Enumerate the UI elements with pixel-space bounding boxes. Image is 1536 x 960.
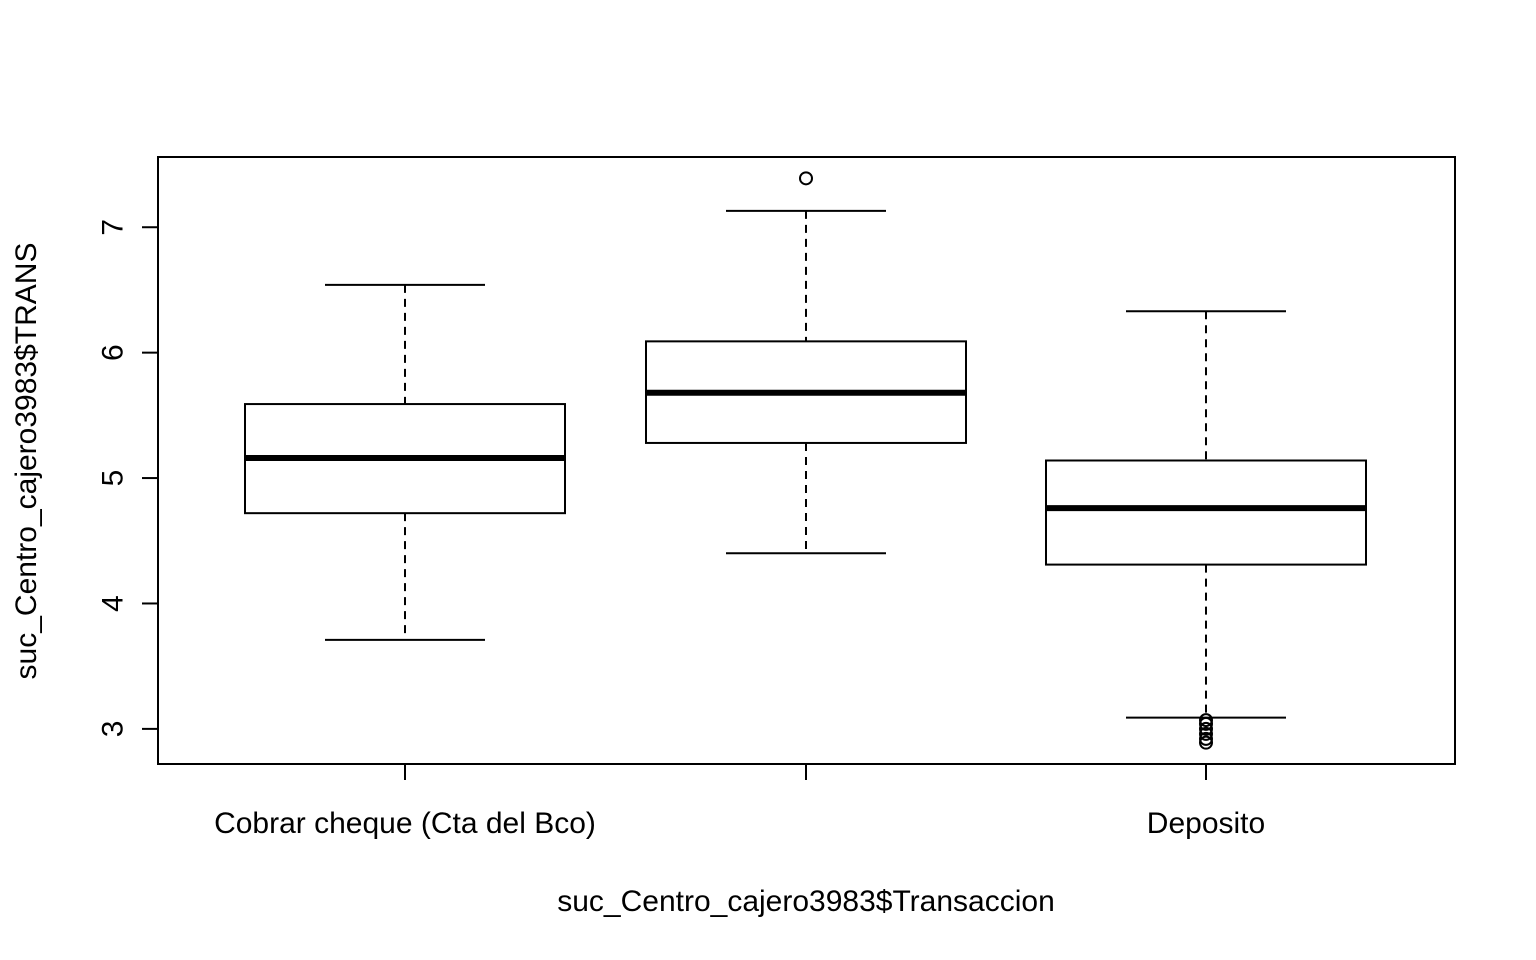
y-tick-label-2: 5 xyxy=(97,470,130,487)
box-group-0 xyxy=(244,283,566,641)
box-2 xyxy=(1045,459,1367,566)
outlier-2-4 xyxy=(1199,731,1213,746)
y-tick-label-4: 7 xyxy=(97,219,130,236)
x-tick-label-0: Cobrar cheque (Cta del Bco) xyxy=(214,807,596,840)
y-axis-title: suc_Centro_cajero3983$TRANS xyxy=(10,243,43,680)
box-group-2 xyxy=(1045,310,1367,750)
outlier-2-2 xyxy=(1199,721,1213,736)
outlier-2-0 xyxy=(1199,713,1213,728)
x-tick-label-2: Deposito xyxy=(1147,807,1265,840)
boxes xyxy=(244,171,1367,750)
x-axis-title: suc_Centro_cajero3983$Transaccion xyxy=(557,885,1055,918)
y-tick-label-3: 6 xyxy=(97,344,130,361)
y-axis: 3 4 5 6 7 xyxy=(97,219,158,738)
x-axis: Cobrar cheque (Cta del Bco) Deposito xyxy=(214,764,1265,840)
outlier-2-5 xyxy=(1199,735,1213,750)
outlier-2-1 xyxy=(1199,716,1213,731)
outlier-1-0 xyxy=(799,171,813,186)
box-group-1 xyxy=(645,171,967,555)
outlier-2-3 xyxy=(1199,726,1213,741)
y-tick-label-0: 3 xyxy=(97,721,130,738)
y-tick-label-1: 4 xyxy=(97,595,130,612)
